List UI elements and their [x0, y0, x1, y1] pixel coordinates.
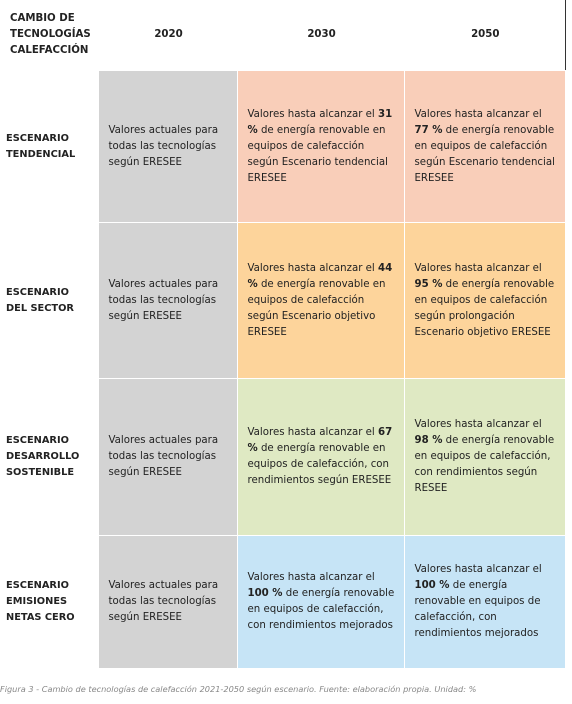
cell-text: 31 %	[247, 108, 393, 136]
cell-text: Valores hasta alcanzar el	[247, 427, 378, 438]
table-cell: Valores hasta alcanzar el 44 % de energí…	[236, 222, 405, 379]
cell-text: Valores hasta alcanzar el	[247, 108, 378, 120]
table-cell: Valores hasta alcanzar el 67 % de energí…	[236, 378, 405, 536]
cell-text: de energía renovable en equipos de calef…	[414, 580, 541, 639]
table-row: ESCENARIO EMISIONES NETAS CERO Valores ac…	[0, 535, 566, 669]
cell-text: de energía renovable en equipos de calef…	[247, 588, 395, 631]
table-cell: Valores hasta alcanzar el 31 % de energí…	[236, 70, 405, 223]
table-row: ESCENARIO DEL SECTOR Valores actuales par…	[0, 222, 566, 379]
cell-text: 95 %	[414, 278, 443, 290]
cell-text: Valores hasta alcanzar el	[414, 262, 542, 274]
cell-text: 100 %	[414, 580, 450, 591]
cell-text: Valores hasta alcanzar el	[414, 419, 542, 430]
column-header: 2030	[307, 29, 336, 40]
cell-text: de energía renovable en equipos de calef…	[414, 278, 555, 338]
table-cell: Valores actuales para todas las tecnolog…	[97, 535, 238, 669]
cell-text: Valores actuales para todas las tecnolog…	[108, 580, 219, 623]
cell-text: Valores actuales para todas las tecnolog…	[108, 124, 219, 168]
table-cell: Valores hasta alcanzar el 100 % de energ…	[236, 535, 405, 669]
column-header: 2020	[154, 29, 183, 40]
table-cell: Valores hasta alcanzar el 77 % de energí…	[403, 70, 566, 223]
table-row: ESCENARIO DESARROLLO SOSTENIBLE Valores a…	[0, 378, 566, 536]
table-row: ESCENARIO TENDENCIAL Valores actuales par…	[0, 70, 566, 223]
cell-text: de energía renovable en equipos de calef…	[414, 124, 555, 184]
cell-text: Valores actuales para todas las tecnolog…	[108, 435, 219, 478]
table-cell: Valores hasta alcanzar el 98 % de energí…	[403, 378, 566, 536]
table: CAMBIO DE TECNOLOGÍAS CALEFACCIÓN 2020 2…	[0, 0, 566, 669]
header-row: CAMBIO DE TECNOLOGÍAS CALEFACCIÓN 2020 2…	[0, 0, 565, 71]
cell-text: Valores actuales para todas las tecnolog…	[108, 278, 219, 322]
row-label: ESCENARIO EMISIONES NETAS CERO	[6, 580, 75, 623]
table-cell: Valores actuales para todas las tecnolog…	[97, 70, 238, 223]
column-header: 2050	[471, 29, 500, 40]
table-cell: Valores actuales para todas las tecnolog…	[97, 378, 238, 536]
cell-text: de energía renovable en equipos de calef…	[247, 278, 386, 338]
cell-text: 77 %	[414, 124, 443, 136]
row-label: ESCENARIO DESARROLLO SOSTENIBLE	[6, 435, 80, 478]
cell-text: Valores hasta alcanzar el	[247, 262, 378, 274]
caption: Figura 3 - Cambio de tecnologías de cale…	[0, 684, 477, 694]
cell-text: de energía renovable en equipos de calef…	[247, 124, 388, 184]
cell-text: de energía renovable en equipos de calef…	[414, 435, 555, 494]
cell-text: Valores hasta alcanzar el	[414, 108, 542, 120]
table-cell: Valores actuales para todas las tecnolog…	[97, 222, 238, 379]
cell-text: 98 %	[414, 435, 443, 446]
table-cell: Valores hasta alcanzar el 95 % de energí…	[403, 222, 566, 379]
row-label: ESCENARIO DEL SECTOR	[6, 286, 74, 314]
cell-text: Valores hasta alcanzar el	[247, 572, 375, 583]
cell-text: de energía renovable en equipos de calef…	[247, 443, 392, 486]
cell-text: 44 %	[247, 262, 393, 290]
row-label: ESCENARIO TENDENCIAL	[6, 132, 76, 160]
cell-text: Valores hasta alcanzar el	[414, 564, 542, 575]
cell-text: 100 %	[247, 588, 283, 599]
table-cell: Valores hasta alcanzar el 100 % de energ…	[403, 535, 566, 669]
header-title: CAMBIO DE TECNOLOGÍAS CALEFACCIÓN	[10, 13, 91, 57]
cell-text: 67 %	[247, 427, 393, 454]
